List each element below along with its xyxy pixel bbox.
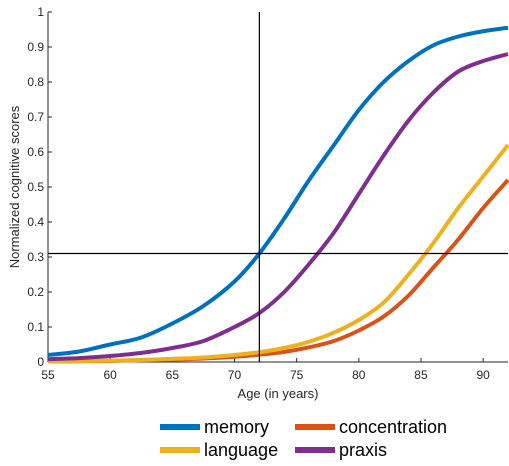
y-tick-label: 0.6 (27, 145, 44, 159)
x-tick-label: 55 (41, 368, 55, 382)
y-tick-label: 0.9 (27, 40, 44, 54)
y-tick-label: 0.3 (27, 250, 44, 264)
legend-label-concentration: concentration (339, 417, 447, 437)
legend-label-language: language (204, 440, 278, 460)
x-tick-label: 70 (228, 368, 242, 382)
y-axis-label: Normalized cognitive scores (7, 105, 22, 268)
x-tick-label: 60 (103, 368, 117, 382)
y-tick-label: 0.2 (27, 285, 44, 299)
x-tick-label: 80 (352, 368, 366, 382)
series-line-praxis (47, 52, 509, 362)
x-axis: 55 60 65 70 75 80 85 90 (41, 358, 490, 382)
legend-label-memory: memory (204, 417, 269, 437)
legend: memory concentration language praxis (160, 417, 447, 460)
y-tick-label: 0.1 (27, 320, 44, 334)
x-axis-label: Age (in years) (238, 386, 319, 401)
y-tick-label: 0.4 (27, 215, 44, 229)
x-tick-label: 85 (414, 368, 428, 382)
y-axis: 0 0.1 0.2 0.3 0.4 0.5 0.6 0.7 0.8 0.9 1 (27, 5, 52, 369)
reference-lines (48, 12, 508, 362)
x-tick-label: 90 (476, 368, 490, 382)
y-tick-label: 0.5 (27, 180, 44, 194)
y-tick-label: 0.8 (27, 75, 44, 89)
y-tick-label: 0 (37, 355, 44, 369)
plot-area (47, 12, 508, 363)
series-line-memory (47, 25, 509, 357)
series-layer (47, 25, 509, 364)
x-tick-label: 65 (166, 368, 180, 382)
y-tick-label: 0.7 (27, 110, 44, 124)
series-line-concentration (47, 178, 509, 364)
series-line-language (47, 143, 509, 364)
y-tick-label: 1 (37, 5, 44, 19)
legend-label-praxis: praxis (339, 440, 387, 460)
x-tick-label: 75 (290, 368, 304, 382)
